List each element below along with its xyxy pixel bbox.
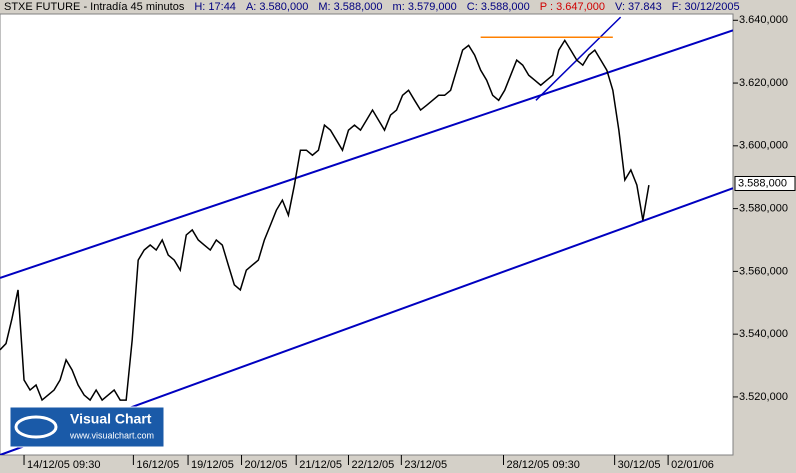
y-tick-label: 3.640,000 bbox=[739, 14, 788, 26]
header: STXE FUTURE - Intradía 45 minutos H: 17:4… bbox=[4, 1, 740, 13]
logo-box bbox=[9, 406, 165, 448]
logo: Visual Chart www.visualchart.com bbox=[9, 406, 165, 448]
header-item: M: 3.588,000 bbox=[318, 1, 382, 13]
header-item: F: 30/12/2005 bbox=[672, 1, 740, 13]
y-tick-label: 3.540,000 bbox=[739, 328, 788, 340]
logo-url: www.visualchart.com bbox=[69, 430, 154, 440]
x-tick-label: 02/01/06 bbox=[671, 459, 714, 471]
header-item: V: 37.843 bbox=[615, 1, 662, 13]
trend-line bbox=[535, 16, 622, 101]
y-tick-label: 3.520,000 bbox=[739, 391, 788, 403]
header-item: H: 17:44 bbox=[194, 1, 236, 13]
last-price-label: 3.588,000 bbox=[738, 177, 787, 189]
header-item: P : 3.647,000 bbox=[540, 1, 605, 13]
x-tick-label: 28/12/05 09:30 bbox=[506, 459, 579, 471]
x-tick-label: 22/12/05 bbox=[351, 459, 394, 471]
header-item: A: 3.580,000 bbox=[246, 1, 308, 13]
trend-line bbox=[0, 29, 733, 279]
x-tick-label: 21/12/05 bbox=[299, 459, 342, 471]
x-tick-label: 20/12/05 bbox=[245, 459, 288, 471]
y-tick-label: 3.600,000 bbox=[739, 140, 788, 152]
y-tick-label: 3.560,000 bbox=[739, 265, 788, 277]
price-line bbox=[0, 38, 650, 402]
x-tick-label: 30/12/05 bbox=[618, 459, 661, 471]
logo-title: Visual Chart bbox=[70, 411, 152, 427]
plot-area bbox=[0, 13, 734, 456]
y-tick-label: 3.580,000 bbox=[739, 203, 788, 215]
header-item: m: 3.579,000 bbox=[393, 1, 457, 13]
last-price-box bbox=[734, 175, 796, 191]
x-tick-label: 16/12/05 bbox=[136, 459, 179, 471]
y-tick-label: 3.620,000 bbox=[739, 77, 788, 89]
header-item: C: 3.588,000 bbox=[467, 1, 530, 13]
x-tick-label: 23/12/05 bbox=[404, 459, 447, 471]
header-item: STXE FUTURE - Intradía 45 minutos bbox=[4, 1, 185, 13]
logo-icon bbox=[14, 415, 58, 439]
x-tick-label: 14/12/05 09:30 bbox=[27, 459, 100, 471]
x-tick-label: 19/12/05 bbox=[191, 459, 234, 471]
